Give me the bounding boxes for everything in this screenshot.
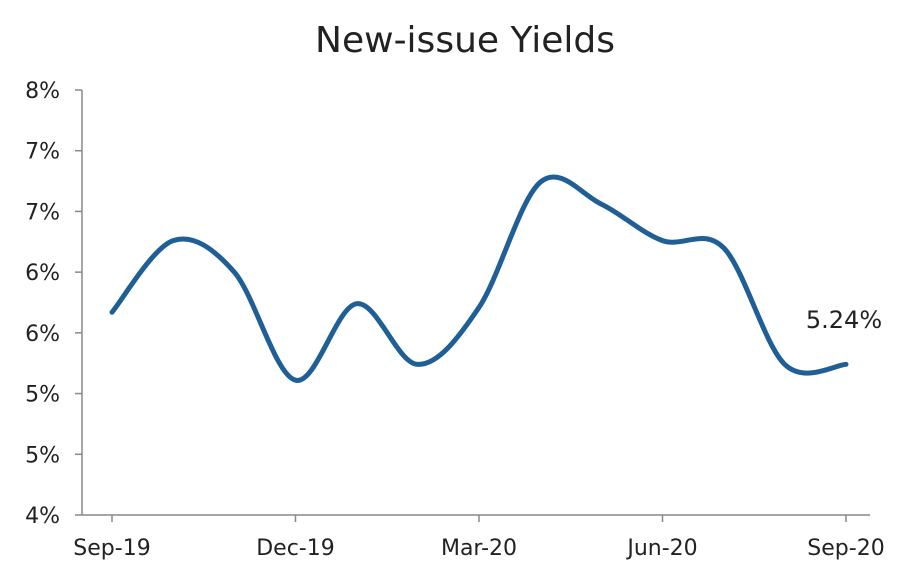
yield-line <box>109 174 849 383</box>
x-tick-label: Jun-20 <box>625 536 697 561</box>
y-tick-label: 4% <box>25 504 60 529</box>
y-tick-label: 6% <box>25 322 60 347</box>
chart-title: New-issue Yields <box>315 20 615 61</box>
end-value-annotation: 5.24% <box>806 306 882 334</box>
y-tick-label: 7% <box>25 200 60 225</box>
x-tick-label: Dec-19 <box>256 536 335 561</box>
x-tick-label: Mar-20 <box>441 536 517 561</box>
y-tick-label: 5% <box>25 383 60 408</box>
x-tick-label: Sep-20 <box>807 536 884 561</box>
x-tick-label: Sep-19 <box>73 536 150 561</box>
axes: 8% 7% 7% 6% 6% 5% 5% 4% Sep-19 Dec-19 Mar-20 Jun-20… <box>25 79 885 561</box>
y-tick-label: 5% <box>25 443 60 468</box>
y-tick-label: 8% <box>25 79 60 104</box>
y-tick-label: 6% <box>25 261 60 286</box>
series-layer <box>109 174 849 383</box>
y-tick-label: 7% <box>25 140 60 165</box>
